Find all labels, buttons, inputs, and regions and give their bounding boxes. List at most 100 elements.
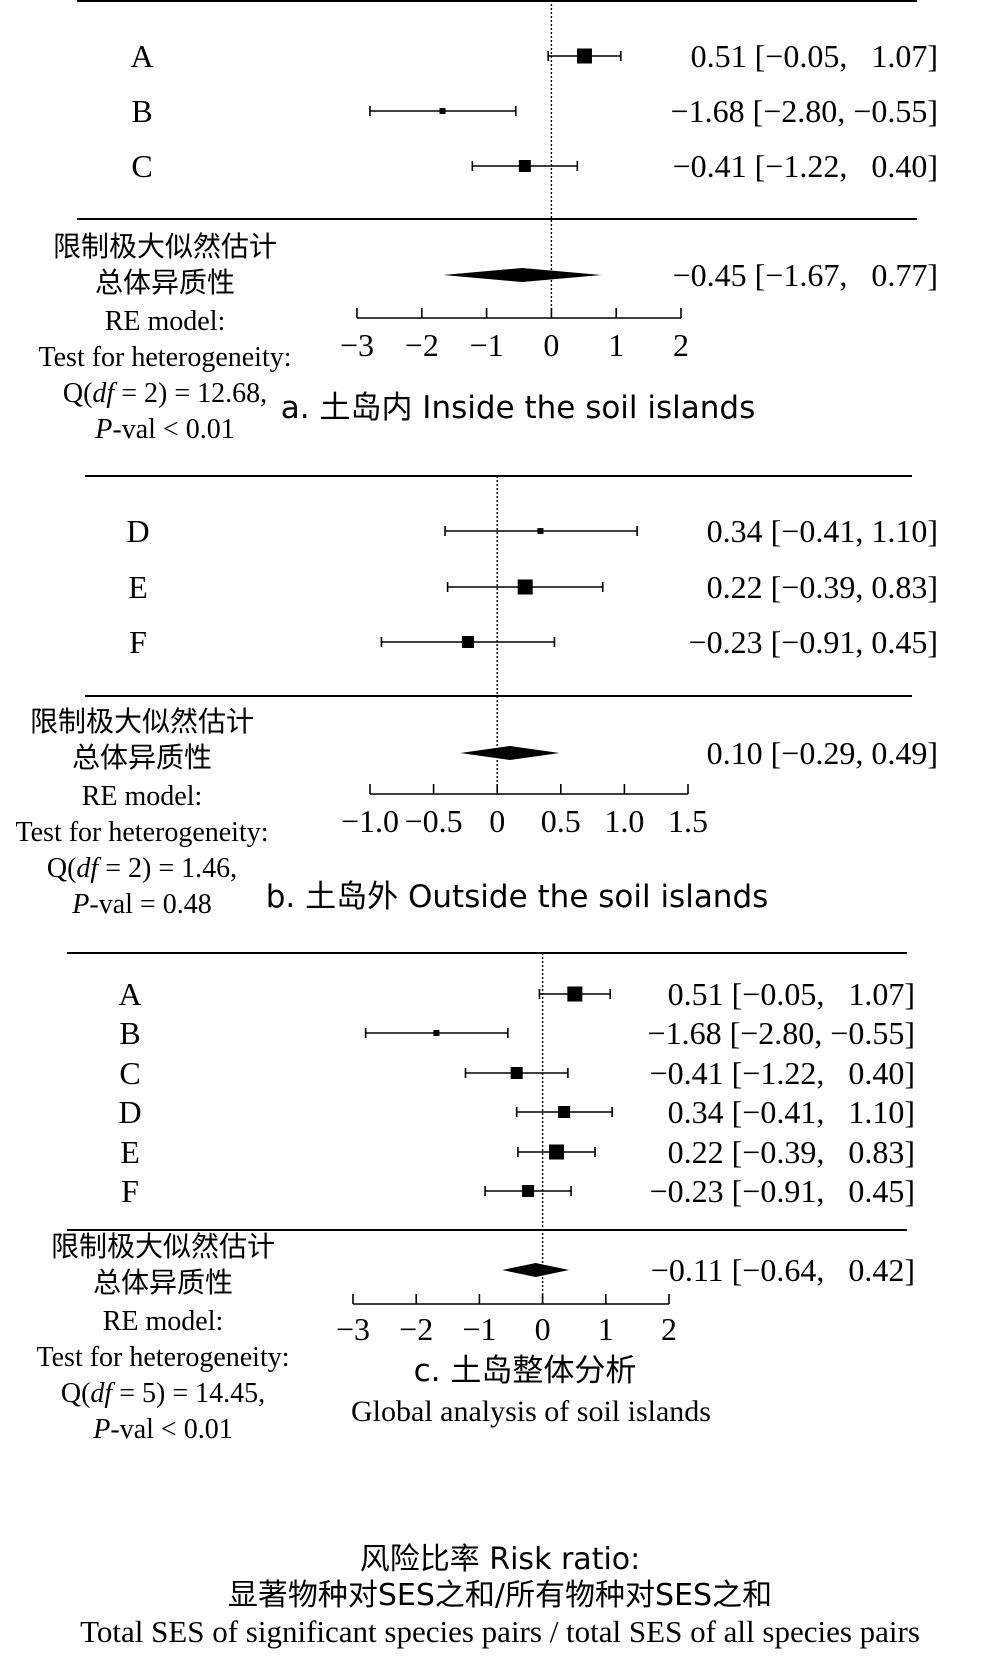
study-label: D <box>118 1094 141 1130</box>
study-row-F: F −0.23 [−0.91, 0.45] <box>121 1173 915 1209</box>
model-line: Q(df = 2) = 12.68, <box>63 378 267 409</box>
study-label: F <box>121 1173 139 1209</box>
x-axis: −1.0 −0.5 0 0.5 1.0 1.5 <box>341 784 708 839</box>
x-tick-label: −1 <box>462 1311 496 1347</box>
footer-line-1: 风险比率 Risk ratio: <box>360 1542 641 1577</box>
x-tick-label: −1 <box>470 327 504 363</box>
panel-caption: a. 土岛内 Inside the soil islands <box>281 390 756 426</box>
model-line: RE model: <box>82 781 203 812</box>
point-estimate <box>576 48 592 64</box>
study-row-B: B −1.68 [−2.80, −0.55] <box>131 93 938 129</box>
model-line: Test for heterogeneity: <box>36 1342 289 1373</box>
point-estimate <box>439 108 446 114</box>
model-line: RE model: <box>103 1306 224 1337</box>
study-row-E: E 0.22 [−0.39, 0.83] <box>120 1134 915 1170</box>
model-line: P-val < 0.01 <box>92 1414 232 1445</box>
estimate-text: −0.41 [−1.22, 0.40] <box>673 148 938 184</box>
study-label: B <box>119 1015 140 1051</box>
x-tick-label: 1 <box>608 327 624 363</box>
estimate-text: −0.23 [−0.91, 0.45] <box>650 1173 915 1209</box>
panel-caption-2: Global analysis of soil islands <box>351 1395 711 1428</box>
x-tick-label: −3 <box>340 327 374 363</box>
study-label: C <box>131 148 152 184</box>
panel-caption: c. 土岛整体分析 <box>414 1353 637 1389</box>
panel-b: D 0.34 [−0.41, 1.10] E 0.22 [−0.39, 0.83] F −… <box>15 475 938 920</box>
x-tick-label: 1 <box>598 1311 614 1347</box>
summary-diamond <box>502 1263 570 1277</box>
point-estimate <box>433 1030 440 1036</box>
x-tick-label: 0.5 <box>541 803 581 839</box>
model-line: 总体异质性 <box>72 741 212 774</box>
point-estimate <box>510 1067 523 1079</box>
x-tick-label: 0 <box>535 1311 551 1347</box>
study-label: A <box>130 38 153 74</box>
estimate-text: −1.68 [−2.80, −0.55] <box>671 93 938 129</box>
x-tick-label: −2 <box>405 327 439 363</box>
point-estimate <box>567 986 583 1002</box>
model-line: 总体异质性 <box>95 266 235 299</box>
estimate-text: 0.34 [−0.41, 1.10] <box>707 513 938 549</box>
x-tick-label: −3 <box>336 1311 370 1347</box>
estimate-text: −0.41 [−1.22, 0.40] <box>650 1055 915 1091</box>
summary-diamond <box>443 268 602 282</box>
study-label: B <box>131 93 152 129</box>
x-tick-label: −0.5 <box>405 803 463 839</box>
estimate-text: −0.23 [−0.91, 0.45] <box>689 624 938 660</box>
model-line: P-val < 0.01 <box>94 414 234 445</box>
model-line: 限制极大似然估计 <box>51 1230 275 1263</box>
point-estimate <box>522 1185 535 1197</box>
point-estimate <box>517 579 533 595</box>
summary-estimate-text: −0.11 [−0.64, 0.42] <box>651 1252 915 1288</box>
study-row-D: D 0.34 [−0.41, 1.10] <box>126 513 938 549</box>
study-label: D <box>126 513 149 549</box>
study-label: C <box>119 1055 140 1091</box>
study-row-B: B −1.68 [−2.80, −0.55] <box>119 1015 915 1051</box>
study-label: A <box>118 976 141 1012</box>
point-estimate <box>549 1144 565 1160</box>
study-label: E <box>128 569 148 605</box>
point-estimate <box>558 1106 571 1118</box>
x-tick-label: 1.0 <box>604 803 644 839</box>
study-label: F <box>129 624 147 660</box>
panel-caption: b. 土岛外 Outside the soil islands <box>266 879 769 915</box>
study-row-E: E 0.22 [−0.39, 0.83] <box>128 569 938 605</box>
x-tick-label: 0 <box>543 327 559 363</box>
estimate-text: −1.68 [−2.80, −0.55] <box>648 1015 915 1051</box>
panel-c: A 0.51 [−0.05, 1.07] B −1.68 [−2.80, −0.55]… <box>36 952 915 1445</box>
x-tick-label: −1.0 <box>341 803 399 839</box>
model-line: Test for heterogeneity: <box>15 817 268 848</box>
panel-a: A 0.51 [−0.05, 1.07] B −1.68 [−2.80, −0.55]… <box>38 0 938 445</box>
figure-footer: 风险比率 Risk ratio: 显著物种对SES之和/所有物种对SES之和 T… <box>80 1542 920 1649</box>
study-row-A: A 0.51 [−0.05, 1.07] <box>130 38 938 74</box>
x-axis: −3 −2 −1 0 1 2 <box>336 1294 677 1347</box>
model-line: RE model: <box>105 306 226 337</box>
model-line: Q(df = 5) = 14.45, <box>61 1378 265 1409</box>
point-estimate <box>537 528 544 534</box>
estimate-text: 0.51 [−0.05, 1.07] <box>668 976 915 1012</box>
x-tick-label: −2 <box>399 1311 433 1347</box>
point-estimate <box>518 160 531 172</box>
summary-diamond <box>460 746 560 760</box>
model-line: 总体异质性 <box>93 1266 233 1299</box>
model-line: Q(df = 2) = 1.46, <box>47 853 237 884</box>
study-row-D: D 0.34 [−0.41, 1.10] <box>118 1094 915 1130</box>
model-line: Test for heterogeneity: <box>38 342 291 373</box>
footer-line-3: Total SES of significant species pairs /… <box>80 1614 920 1649</box>
study-row-A: A 0.51 [−0.05, 1.07] <box>118 976 915 1012</box>
model-line: 限制极大似然估计 <box>53 230 277 263</box>
x-axis: −3 −2 −1 0 1 2 <box>340 308 689 363</box>
estimate-text: 0.22 [−0.39, 0.83] <box>707 569 938 605</box>
x-tick-label: 2 <box>673 327 689 363</box>
footer-line-2: 显著物种对SES之和/所有物种对SES之和 <box>228 1578 772 1613</box>
study-row-C: C −0.41 [−1.22, 0.40] <box>119 1055 915 1091</box>
estimate-text: 0.34 [−0.41, 1.10] <box>668 1094 915 1130</box>
study-label: E <box>120 1134 140 1170</box>
study-row-F: F −0.23 [−0.91, 0.45] <box>129 624 938 660</box>
model-line: 限制极大似然估计 <box>30 705 254 738</box>
model-line: P-val = 0.48 <box>71 889 211 920</box>
summary-estimate-text: 0.10 [−0.29, 0.49] <box>707 735 938 771</box>
